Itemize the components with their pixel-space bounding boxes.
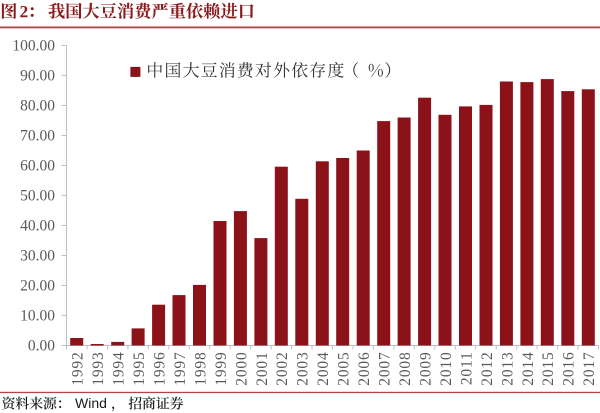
svg-text:60.00: 60.00: [20, 158, 55, 175]
svg-text:2007: 2007: [377, 352, 394, 386]
svg-text:2016: 2016: [561, 352, 578, 386]
svg-text:1992: 1992: [70, 352, 87, 386]
svg-text:2000: 2000: [233, 352, 250, 386]
svg-text:20.00: 20.00: [20, 278, 55, 295]
svg-text:2009: 2009: [418, 352, 435, 386]
svg-text:90.00: 90.00: [20, 68, 55, 85]
svg-text:1994: 1994: [111, 352, 128, 386]
svg-text:1993: 1993: [90, 352, 107, 386]
svg-text:2012: 2012: [479, 352, 496, 386]
svg-text:2014: 2014: [520, 352, 537, 386]
svg-text:2015: 2015: [540, 352, 557, 386]
svg-text:1995: 1995: [131, 352, 148, 386]
svg-text:1999: 1999: [213, 352, 230, 386]
svg-text:2013: 2013: [499, 352, 516, 386]
svg-text:2017: 2017: [581, 352, 598, 386]
svg-text:80.00: 80.00: [20, 98, 55, 115]
svg-text:30.00: 30.00: [20, 248, 55, 265]
svg-text:2001: 2001: [254, 352, 271, 386]
svg-text:10.00: 10.00: [20, 308, 55, 325]
svg-text:1996: 1996: [152, 352, 169, 386]
svg-text:40.00: 40.00: [20, 218, 55, 235]
svg-text:2006: 2006: [356, 352, 373, 386]
svg-text:1997: 1997: [172, 352, 189, 386]
svg-text:2004: 2004: [315, 352, 332, 386]
svg-text:0.00: 0.00: [28, 338, 55, 355]
svg-text:2003: 2003: [295, 352, 312, 386]
svg-text:70.00: 70.00: [20, 128, 55, 145]
svg-text:100.00: 100.00: [12, 38, 55, 55]
svg-text:50.00: 50.00: [20, 188, 55, 205]
svg-text:2002: 2002: [274, 352, 291, 386]
svg-text:2011: 2011: [458, 352, 475, 386]
svg-text:2005: 2005: [336, 352, 353, 386]
svg-text:Wind: Wind: [75, 395, 107, 411]
svg-text:1998: 1998: [192, 352, 209, 386]
svg-text:2008: 2008: [397, 352, 414, 386]
svg-text:2010: 2010: [438, 352, 455, 386]
